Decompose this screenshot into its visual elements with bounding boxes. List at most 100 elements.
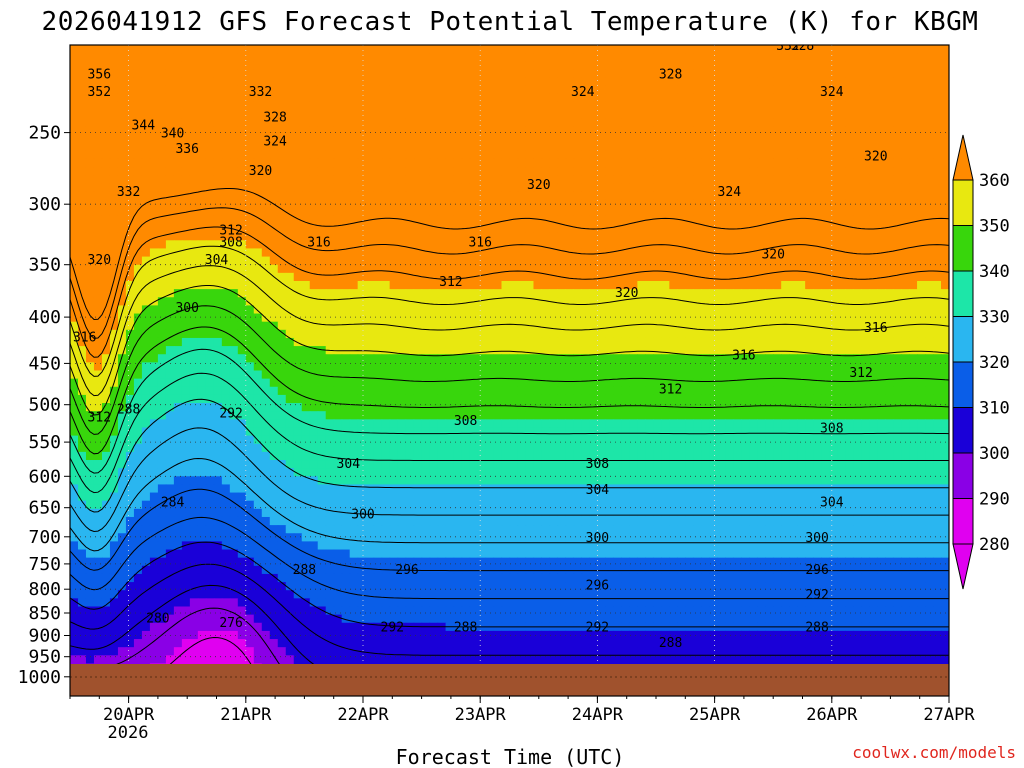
field-cell xyxy=(317,93,327,103)
field-cell xyxy=(941,354,949,363)
field-cell xyxy=(285,69,295,79)
field-cell xyxy=(549,175,559,184)
field-cell xyxy=(85,394,95,404)
field-cell xyxy=(645,110,654,119)
field-cell xyxy=(557,297,567,306)
field-cell xyxy=(253,305,263,315)
field-cell xyxy=(877,199,886,209)
field-cell xyxy=(653,118,662,127)
field-cell xyxy=(237,313,247,323)
field-cell xyxy=(669,207,678,217)
field-cell xyxy=(501,45,511,54)
field-cell xyxy=(229,150,239,160)
field-cell xyxy=(565,232,575,241)
field-cell xyxy=(573,321,583,331)
field-cell xyxy=(277,215,287,225)
field-cell xyxy=(333,297,343,306)
field-cell xyxy=(429,142,439,152)
field-cell xyxy=(853,297,862,306)
field-cell xyxy=(213,256,223,266)
field-cell xyxy=(77,305,87,315)
field-cell xyxy=(197,158,207,168)
field-cell xyxy=(77,158,87,168)
field-cell xyxy=(917,280,926,290)
field-cell xyxy=(165,167,175,176)
field-cell xyxy=(141,167,151,176)
field-cell xyxy=(141,256,151,266)
field-cell xyxy=(229,126,239,136)
field-cell xyxy=(325,207,335,217)
field-cell xyxy=(901,45,910,54)
field-cell xyxy=(381,207,391,217)
field-cell xyxy=(173,337,183,347)
field-cell xyxy=(885,53,894,62)
field-cell xyxy=(701,150,710,160)
field-cell xyxy=(221,183,231,193)
field-cell xyxy=(765,134,774,144)
field-cell xyxy=(365,101,375,111)
field-cell xyxy=(333,313,343,323)
field-cell xyxy=(941,394,949,404)
field-cell xyxy=(605,207,614,217)
field-cell xyxy=(685,321,694,331)
field-cell xyxy=(197,354,207,363)
field-cell xyxy=(381,411,391,420)
field-cell xyxy=(549,167,559,176)
field-cell xyxy=(477,313,487,323)
field-cell xyxy=(909,362,918,372)
field-cell xyxy=(653,256,662,266)
field-cell xyxy=(829,289,838,298)
field-cell xyxy=(413,321,423,331)
field-cell xyxy=(421,264,431,274)
field-cell xyxy=(781,183,790,193)
field-cell xyxy=(757,158,766,168)
field-cell xyxy=(125,101,135,111)
field-cell xyxy=(653,232,662,241)
field-cell xyxy=(757,264,766,274)
field-cell xyxy=(925,248,934,258)
field-cell xyxy=(901,191,910,201)
field-cell xyxy=(613,370,622,380)
field-cell xyxy=(229,175,239,184)
field-cell xyxy=(501,305,511,315)
field-cell xyxy=(141,297,151,306)
field-cell xyxy=(901,329,910,339)
field-cell xyxy=(429,337,439,347)
field-cell xyxy=(229,346,239,355)
field-cell xyxy=(381,272,391,282)
field-cell xyxy=(541,175,551,184)
field-cell xyxy=(869,321,878,331)
field-cell xyxy=(621,224,630,233)
field-cell xyxy=(165,224,175,233)
field-cell xyxy=(693,53,702,62)
field-cell xyxy=(669,289,678,298)
field-cell xyxy=(197,150,207,160)
field-cell xyxy=(301,45,311,54)
field-cell xyxy=(181,118,191,127)
field-cell xyxy=(165,256,175,266)
field-cell xyxy=(733,386,742,396)
field-cell xyxy=(605,110,614,119)
field-cell xyxy=(501,272,511,282)
field-cell xyxy=(565,207,575,217)
field-cell xyxy=(429,297,439,306)
field-cell xyxy=(789,297,798,306)
field-cell xyxy=(837,224,846,233)
field-cell xyxy=(901,280,910,290)
field-cell xyxy=(597,346,606,355)
field-cell xyxy=(349,248,359,258)
field-cell xyxy=(253,101,263,111)
field-cell xyxy=(557,85,567,95)
field-cell xyxy=(181,272,191,282)
field-cell xyxy=(629,150,638,160)
field-cell xyxy=(749,191,758,201)
field-cell xyxy=(453,53,463,62)
field-cell xyxy=(277,183,287,193)
field-cell xyxy=(693,45,702,54)
field-cell xyxy=(317,394,327,404)
field-cell xyxy=(213,167,223,176)
field-cell xyxy=(781,378,790,388)
field-cell xyxy=(293,45,303,54)
field-cell xyxy=(477,175,487,184)
field-cell xyxy=(693,289,702,298)
